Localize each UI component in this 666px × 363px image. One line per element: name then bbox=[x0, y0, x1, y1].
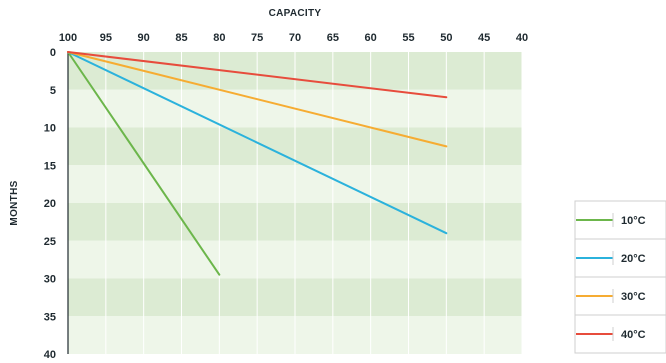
y-tick-label: 25 bbox=[44, 236, 56, 248]
x-tick-label: 65 bbox=[327, 32, 339, 44]
x-tick-label: 45 bbox=[478, 32, 490, 44]
x-tick-label: 70 bbox=[289, 32, 301, 44]
x-axis-title: CAPACITY bbox=[269, 8, 322, 19]
x-tick-label: 55 bbox=[402, 32, 414, 44]
x-tick-label: 90 bbox=[138, 32, 150, 44]
y-tick-label: 20 bbox=[44, 198, 56, 210]
legend-label: 20°C bbox=[621, 253, 646, 265]
y-tick-label: 30 bbox=[44, 274, 56, 286]
y-tick-label: 5 bbox=[50, 85, 56, 97]
legend-label: 10°C bbox=[621, 215, 646, 227]
y-tick-label: 0 bbox=[50, 47, 56, 59]
series-line-30c bbox=[67, 51, 448, 148]
series-line-10c bbox=[67, 51, 221, 276]
series-line-20c bbox=[67, 51, 448, 235]
y-tick-labels: 0 5 10 15 20 25 30 35 40 bbox=[44, 47, 56, 361]
legend-label: 30°C bbox=[621, 291, 646, 303]
legend: 10°C 20°C 30°C 40°C bbox=[574, 200, 666, 354]
series-line-40c bbox=[67, 51, 448, 99]
y-tick-label: 35 bbox=[44, 311, 56, 323]
x-tick-label: 75 bbox=[251, 32, 263, 44]
y-tick-label: 40 bbox=[44, 349, 56, 361]
y-axis-title: MONTHS bbox=[9, 180, 20, 225]
x-tick-label: 95 bbox=[100, 32, 112, 44]
x-tick-labels: 100 95 90 85 80 75 70 65 60 55 50 45 40 bbox=[59, 32, 528, 44]
y-tick-label: 10 bbox=[44, 123, 56, 135]
legend-label: 40°C bbox=[621, 329, 646, 341]
y-tick-label: 15 bbox=[44, 160, 56, 172]
x-tick-label: 80 bbox=[213, 32, 225, 44]
x-tick-label: 40 bbox=[516, 32, 528, 44]
x-tick-label: 85 bbox=[175, 32, 187, 44]
x-tick-label: 60 bbox=[365, 32, 377, 44]
x-tick-label: 100 bbox=[59, 32, 77, 44]
x-tick-label: 50 bbox=[440, 32, 452, 44]
series-lines bbox=[67, 51, 448, 276]
